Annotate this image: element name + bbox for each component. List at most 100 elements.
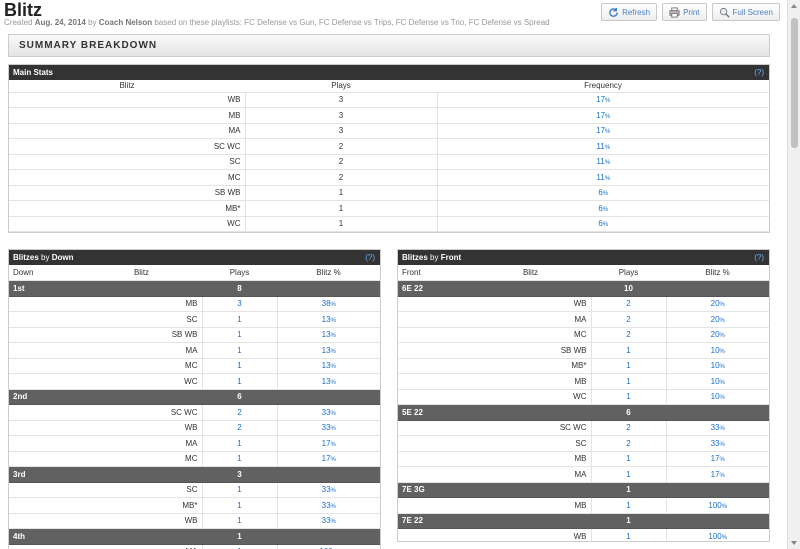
scroll-up-icon[interactable] — [791, 4, 797, 8]
vertical-scrollbar[interactable] — [787, 0, 800, 549]
plays-link[interactable]: 1 — [201, 358, 277, 374]
column-header: Frequency — [437, 80, 769, 93]
plays-link[interactable]: 1 — [201, 451, 277, 467]
plays-link[interactable]: 1 — [201, 327, 277, 343]
blitz-pct-cell[interactable]: 13% — [276, 373, 380, 390]
blitz-pct-cell[interactable]: 10% — [665, 373, 769, 390]
group-spacer — [277, 528, 380, 545]
blitz-pct-cell[interactable]: 20% — [665, 296, 769, 312]
frequency-cell[interactable]: 6% — [436, 200, 769, 217]
group-name: 4th — [9, 528, 81, 545]
blitz-pct-cell[interactable]: 13% — [276, 311, 380, 328]
column-header: Plays — [202, 265, 277, 281]
blitz-pct-cell[interactable]: 10% — [665, 389, 769, 405]
blitz-pct-cell[interactable]: 17% — [276, 435, 380, 452]
percent-sign: % — [719, 348, 725, 355]
blitz-pct-cell-value: 13 — [321, 361, 331, 371]
group-total: 1 — [591, 482, 666, 498]
frequency-cell[interactable]: 6% — [436, 185, 769, 201]
blitz-pct-cell-value: 100 — [708, 500, 722, 510]
blitz-pct-cell[interactable]: 13% — [276, 358, 380, 374]
plays-link[interactable]: 3 — [201, 296, 277, 312]
plays-link[interactable]: 1 — [590, 342, 666, 359]
plays-link[interactable]: 1 — [590, 466, 666, 483]
blitz-pct-cell[interactable]: 13% — [276, 342, 380, 359]
plays-link[interactable]: 2 — [590, 420, 666, 436]
blitz-cell: MB — [9, 107, 245, 124]
blitz-pct-cell[interactable]: 33% — [276, 404, 380, 421]
frequency-cell[interactable]: 17% — [436, 123, 769, 139]
plays-link[interactable]: 1 — [590, 373, 666, 390]
percent-sign: % — [330, 348, 336, 355]
frequency-cell[interactable]: 17% — [436, 92, 769, 108]
percent-sign: % — [602, 206, 609, 213]
plays-link[interactable]: 2 — [590, 327, 666, 343]
empty-cell — [398, 373, 470, 390]
blitz-pct-cell[interactable]: 17% — [276, 451, 380, 467]
blitz-pct-cell[interactable]: 17% — [665, 451, 769, 467]
print-button[interactable]: Print — [662, 3, 707, 21]
frequency-cell[interactable]: 17% — [436, 107, 769, 124]
help-link[interactable]: (?) — [365, 253, 375, 262]
blitz-cell: MB* — [470, 358, 591, 374]
group-row: 7E 22 1 — [398, 513, 769, 529]
blitz-pct-cell[interactable]: 33% — [276, 497, 380, 514]
plays-link[interactable]: 1 — [590, 451, 666, 467]
plays-link[interactable]: 1 — [201, 497, 277, 514]
blitz-pct-cell[interactable]: 38% — [276, 296, 380, 312]
blitz-pct-cell[interactable]: 33% — [276, 420, 380, 436]
frequency-cell[interactable]: 11% — [436, 169, 769, 186]
plays-link[interactable]: 2 — [590, 296, 666, 312]
plays-link[interactable]: 1 — [590, 528, 666, 541]
blitz-pct-cell[interactable]: 33% — [276, 482, 380, 498]
blitz-pct-cell[interactable]: 10% — [665, 358, 769, 374]
refresh-button[interactable]: Refresh — [601, 3, 658, 21]
plays-link[interactable]: 2 — [590, 435, 666, 452]
blitz-pct-cell[interactable]: 33% — [665, 420, 769, 436]
magnifier-icon — [719, 7, 730, 18]
blitz-pct-cell-value: 33 — [321, 500, 331, 510]
blitz-pct-cell-value: 17 — [710, 469, 720, 479]
blitz-pct-cell[interactable]: 33% — [665, 435, 769, 452]
blitz-pct-cell[interactable]: 20% — [665, 327, 769, 343]
blitz-pct-cell[interactable]: 100% — [665, 497, 769, 514]
blitz-pct-cell[interactable]: 13% — [276, 327, 380, 343]
full-screen-button[interactable]: Full Screen — [711, 3, 780, 21]
empty-cell — [9, 373, 81, 390]
plays-link[interactable]: 1 — [590, 389, 666, 405]
plays-link[interactable]: 1 — [201, 513, 277, 529]
blitz-pct-cell[interactable]: 20% — [665, 311, 769, 328]
plays-link[interactable]: 1 — [201, 342, 277, 359]
plays-link[interactable]: 2 — [201, 420, 277, 436]
blitz-pct-cell[interactable]: 33% — [276, 513, 380, 529]
blitz-pct-cell[interactable]: 17% — [665, 466, 769, 483]
blitz-cell: WB — [9, 92, 245, 108]
help-link[interactable]: (?) — [754, 253, 764, 262]
scrollbar-thumb[interactable] — [791, 18, 798, 148]
percent-sign: % — [330, 317, 336, 324]
plays-link[interactable]: 1 — [201, 373, 277, 390]
frequency-cell[interactable]: 11% — [436, 154, 769, 170]
blitz-pct-cell[interactable]: 100% — [276, 544, 380, 549]
scroll-down-icon[interactable] — [791, 541, 797, 545]
help-link[interactable]: (?) — [754, 68, 764, 77]
plays-link[interactable]: 1 — [590, 358, 666, 374]
plays-link[interactable]: 1 — [201, 311, 277, 328]
blitz-pct-cell[interactable]: 100% — [665, 528, 769, 541]
plays-link[interactable]: 1 — [590, 497, 666, 514]
frequency-cell[interactable]: 6% — [436, 216, 769, 232]
group-row: 7E 3G 1 — [398, 482, 769, 498]
percent-sign: % — [721, 503, 728, 510]
plays-link[interactable]: 2 — [201, 404, 277, 421]
group-name: 7E 22 — [398, 513, 470, 529]
table-row: MB* 1 10% — [398, 358, 769, 374]
plays-link[interactable]: 1 — [201, 544, 277, 549]
frequency-cell[interactable]: 11% — [436, 138, 769, 155]
frequency-cell-value: 6 — [598, 219, 603, 229]
frequency-cell-value: 11 — [596, 141, 605, 151]
blitz-pct-cell[interactable]: 10% — [665, 342, 769, 359]
blitz-pct-cell-value: 10 — [710, 361, 720, 371]
plays-link[interactable]: 1 — [201, 435, 277, 452]
plays-link[interactable]: 1 — [201, 482, 277, 498]
plays-link[interactable]: 2 — [590, 311, 666, 328]
